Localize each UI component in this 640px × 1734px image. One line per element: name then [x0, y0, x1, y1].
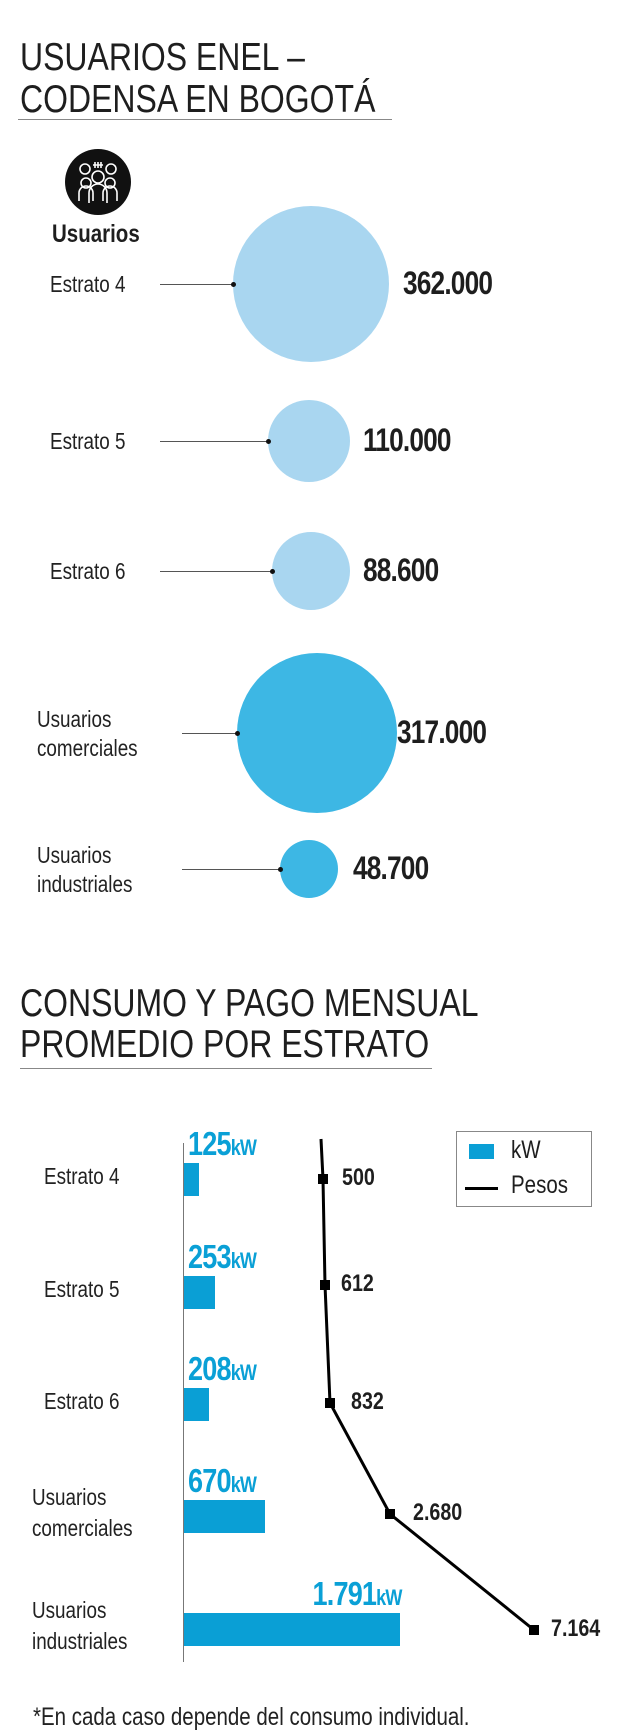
connector-dot — [235, 731, 240, 736]
connector-line — [160, 571, 272, 572]
bubble-value: 110.000 — [363, 422, 451, 458]
kw-value: 253 — [188, 1238, 232, 1275]
pesos-line — [319, 1138, 535, 1632]
pesos-marker — [529, 1625, 539, 1635]
users-icon-label: Usuarios — [52, 220, 140, 248]
section2-title-line2: PROMEDIO POR ESTRATO — [20, 1023, 430, 1066]
pesos-value-label: 500 — [342, 1164, 375, 1191]
section2-rule — [20, 1068, 432, 1069]
kw-bar-label: 125kW — [188, 1125, 257, 1163]
legend-kw-label: kW — [511, 1136, 541, 1164]
connector-line — [182, 869, 280, 870]
kw-bar — [184, 1276, 215, 1309]
kw-bar-label: 670kW — [188, 1462, 257, 1500]
pesos-value-label: 832 — [351, 1388, 384, 1415]
bubble-label: comerciales — [37, 735, 138, 761]
category-label: Estrato 4 — [44, 1163, 120, 1189]
bubble-label: Estrato 6 — [50, 558, 126, 584]
category-label: Estrato 5 — [44, 1276, 120, 1302]
bubble-value: 362.000 — [403, 265, 493, 301]
pesos-value-label: 2.680 — [413, 1499, 463, 1526]
connector-dot — [266, 439, 271, 444]
kw-unit: kW — [230, 1360, 257, 1385]
kw-bar — [184, 1388, 210, 1421]
bubble-circle — [272, 532, 350, 610]
users-group-icon — [65, 149, 131, 215]
category-label: Usuarios — [32, 1597, 107, 1623]
kw-unit: kW — [230, 1472, 257, 1497]
connector-dot — [231, 282, 236, 287]
section1-title-line2: CODENSA EN BOGOTÁ — [20, 78, 376, 121]
connector-dot — [270, 569, 275, 574]
section2-title-line1: CONSUMO Y PAGO MENSUAL — [20, 982, 479, 1025]
kw-bar — [184, 1500, 265, 1533]
kw-unit: kW — [230, 1248, 257, 1273]
category-label: comerciales — [32, 1515, 133, 1541]
bubble-value: 48.700 — [353, 850, 429, 886]
bubble-value: 88.600 — [363, 552, 439, 588]
bubble-label: Estrato 5 — [50, 428, 126, 454]
legend-pesos-line — [465, 1187, 498, 1190]
category-label: industriales — [32, 1628, 128, 1654]
bubble-label: Usuarios — [37, 706, 112, 732]
kw-bar-label: 208kW — [188, 1350, 257, 1388]
chart-legend: kW Pesos — [456, 1131, 592, 1207]
kw-value: 1.791 — [312, 1575, 377, 1612]
footnote: *En cada caso depende del consumo indivi… — [33, 1703, 470, 1731]
kw-unit: kW — [376, 1585, 403, 1610]
kw-bar-label: 253kW — [188, 1238, 257, 1276]
bubble-label: Estrato 4 — [50, 271, 126, 297]
pesos-value-label: 7.164 — [551, 1615, 601, 1642]
connector-line — [182, 733, 237, 734]
bubble-circle — [268, 400, 350, 482]
category-label: Estrato 6 — [44, 1388, 120, 1414]
bubble-circle — [237, 653, 397, 813]
kw-value: 670 — [188, 1462, 232, 1499]
bubble-label: industriales — [37, 871, 133, 897]
chart-axis — [183, 1143, 184, 1662]
section1-rule — [18, 119, 392, 120]
kw-value: 208 — [188, 1350, 232, 1387]
bubble-circle — [280, 840, 338, 898]
kw-bar-label: 1.791kW — [312, 1575, 403, 1613]
bubble-circle — [233, 206, 389, 362]
bubble-value: 317.000 — [397, 714, 487, 750]
kw-bar — [184, 1613, 400, 1646]
pesos-marker — [385, 1509, 395, 1519]
legend-kw-swatch — [469, 1144, 494, 1159]
kw-unit: kW — [230, 1135, 257, 1160]
connector-dot — [278, 867, 283, 872]
legend-pesos-label: Pesos — [511, 1171, 568, 1199]
pesos-marker — [318, 1174, 328, 1184]
bubble-label: Usuarios — [37, 842, 112, 868]
pesos-value-label: 612 — [341, 1270, 374, 1297]
pesos-marker — [320, 1280, 330, 1290]
kw-value: 125 — [188, 1125, 232, 1162]
connector-line — [160, 441, 268, 442]
pesos-marker — [325, 1398, 335, 1408]
connector-line — [160, 284, 233, 285]
section1-title-line1: USUARIOS ENEL – — [20, 36, 305, 79]
kw-bar — [184, 1163, 200, 1196]
category-label: Usuarios — [32, 1484, 107, 1510]
